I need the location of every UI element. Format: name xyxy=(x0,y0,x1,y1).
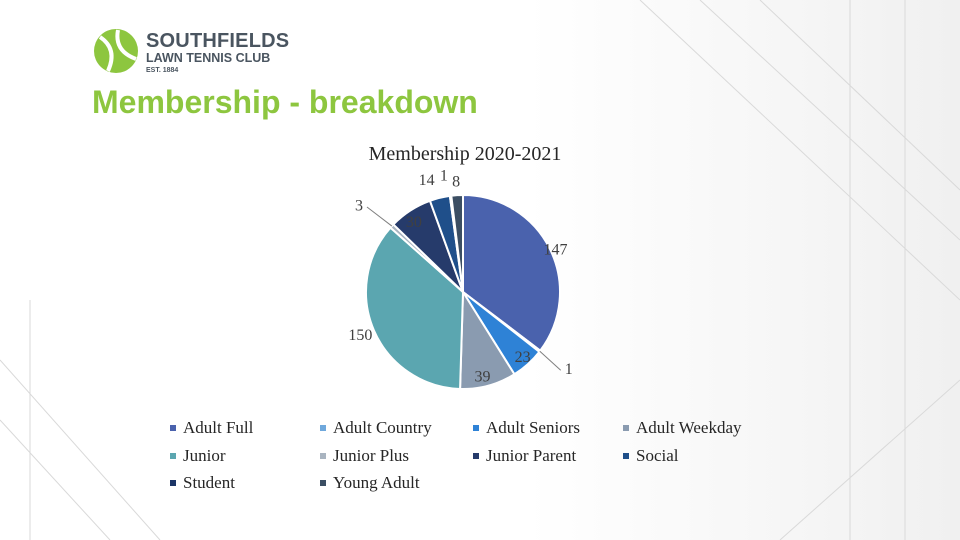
legend-swatch xyxy=(170,480,176,486)
legend-swatch xyxy=(623,425,629,431)
legend-label: Social xyxy=(636,446,679,465)
data-label-junior-plus: 3 xyxy=(355,198,363,215)
legend-swatch xyxy=(320,480,326,486)
pie-slice-adult-full xyxy=(462,193,561,353)
legend-swatch xyxy=(320,425,326,431)
legend-swatch xyxy=(170,425,176,431)
legend-item-junior-parent: Junior Parent xyxy=(473,446,576,466)
legend-label: Adult Weekday xyxy=(636,418,742,437)
data-label-adult-seniors: 23 xyxy=(515,349,531,366)
chart-legend: Adult Full Adult Country Adult Seniors Adul… xyxy=(170,418,810,502)
legend-label: Junior xyxy=(183,446,226,465)
data-label-junior-parent: 30 xyxy=(406,214,422,231)
pie-slice-young-adult xyxy=(450,193,464,293)
legend-item-adult-seniors: Adult Seniors xyxy=(473,418,580,438)
legend-swatch xyxy=(320,453,326,459)
legend-item-young-adult: Young Adult xyxy=(320,473,420,493)
leader-line xyxy=(366,206,393,227)
legend-swatch xyxy=(170,453,176,459)
data-label-adult-country: 1 xyxy=(565,361,573,378)
data-label-student: 1 xyxy=(440,167,448,184)
slide-title: Membership - breakdown xyxy=(92,84,478,120)
legend-label: Student xyxy=(183,473,235,492)
logo-name: SOUTHFIELDS xyxy=(146,30,290,52)
legend-item-student: Student xyxy=(170,473,235,493)
legend-label: Junior Plus xyxy=(333,446,410,465)
data-label-young-adult: 8 xyxy=(452,173,460,190)
legend-item-adult-full: Adult Full xyxy=(170,418,253,438)
leader-line xyxy=(539,350,562,371)
pie-slice-junior xyxy=(365,226,465,390)
data-label-adult-full: 147 xyxy=(544,242,568,259)
legend-item-adult-weekday: Adult Weekday xyxy=(623,418,742,438)
club-logo: SOUTHFIELDS LAWN TENNIS CLUB EST. 1884 xyxy=(92,26,292,78)
legend-label: Junior Parent xyxy=(486,446,577,465)
tennis-ball-icon xyxy=(94,29,138,73)
legend-label: Adult Seniors xyxy=(486,418,580,437)
data-label-adult-weekday: 39 xyxy=(475,368,491,385)
legend-label: Adult Full xyxy=(183,418,254,437)
legend-swatch xyxy=(473,453,479,459)
legend-item-junior: Junior xyxy=(170,446,226,466)
chart-title: Membership 2020-2021 xyxy=(368,143,562,165)
data-label-social: 14 xyxy=(419,172,435,189)
logo-established: EST. 1884 xyxy=(146,67,179,74)
logo-subtitle: LAWN TENNIS CLUB xyxy=(146,51,271,65)
legend-swatch xyxy=(623,453,629,459)
legend-item-junior-plus: Junior Plus xyxy=(320,446,409,466)
legend-label: Young Adult xyxy=(333,473,420,492)
data-label-junior: 150 xyxy=(348,327,372,344)
legend-swatch xyxy=(473,425,479,431)
legend-item-adult-country: Adult Country xyxy=(320,418,432,438)
legend-label: Adult Country xyxy=(333,418,432,437)
legend-item-social: Social xyxy=(623,446,679,466)
